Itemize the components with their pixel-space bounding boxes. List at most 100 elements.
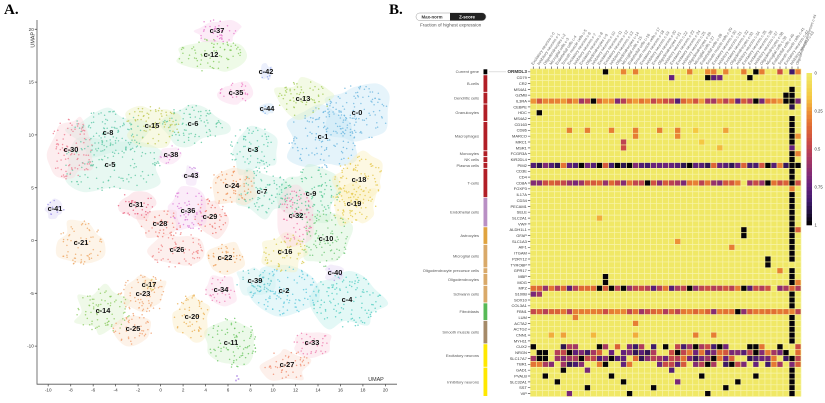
svg-text:GZMB: GZMB	[515, 93, 527, 98]
svg-text:Fibroblasts: Fibroblasts	[459, 309, 479, 314]
svg-text:Fraction of highest expression: Fraction of highest expression	[420, 23, 482, 28]
svg-text:FBN1: FBN1	[517, 309, 528, 314]
svg-text:MSR1: MSR1	[516, 145, 528, 150]
svg-text:20: 20	[29, 27, 35, 32]
svg-text:Endothelial cells: Endothelial cells	[450, 210, 479, 215]
svg-text:PECAM1: PECAM1	[510, 204, 527, 209]
svg-text:TYROBP: TYROBP	[510, 262, 527, 267]
svg-text:-2: -2	[136, 387, 141, 392]
svg-text:c-20: c-20	[185, 312, 200, 321]
svg-text:SLC1A3: SLC1A3	[512, 239, 528, 244]
svg-text:P2RY12: P2RY12	[512, 256, 528, 261]
svg-text:c-24: c-24	[225, 181, 241, 190]
svg-text:Microglial cells: Microglial cells	[453, 254, 479, 259]
svg-text:TBR1: TBR1	[517, 362, 528, 367]
svg-text:5: 5	[31, 185, 34, 190]
svg-text:MRC1: MRC1	[516, 139, 528, 144]
svg-text:SLC17A7: SLC17A7	[510, 356, 528, 361]
svg-text:Max-norm: Max-norm	[422, 14, 443, 19]
svg-text:0.25: 0.25	[815, 109, 824, 114]
svg-text:Smooth muscle cells: Smooth muscle cells	[442, 330, 479, 335]
svg-text:c-13: c-13	[296, 94, 311, 103]
svg-text:CR2: CR2	[519, 81, 528, 86]
svg-text:c-9: c-9	[306, 189, 317, 198]
svg-text:c-39: c-39	[248, 276, 263, 285]
svg-text:S100B: S100B	[515, 292, 527, 297]
svg-text:MBP: MBP	[518, 274, 527, 279]
svg-text:IL17A: IL17A	[516, 192, 527, 197]
svg-text:c-42: c-42	[259, 67, 274, 76]
svg-text:12: 12	[293, 387, 299, 392]
svg-text:c-31: c-31	[129, 200, 144, 209]
svg-text:GPR17: GPR17	[514, 268, 528, 273]
svg-text:-8: -8	[69, 387, 74, 392]
svg-text:c-33: c-33	[305, 338, 320, 347]
svg-text:Monocytes: Monocytes	[460, 151, 479, 156]
svg-text:SST: SST	[519, 385, 527, 390]
svg-text:COL3A1: COL3A1	[512, 303, 528, 308]
svg-text:1: 1	[815, 223, 818, 228]
svg-text:SELE: SELE	[517, 210, 528, 215]
svg-text:SOX10: SOX10	[514, 297, 528, 302]
svg-text:GFAP: GFAP	[516, 233, 527, 238]
svg-text:c-38: c-38	[164, 150, 179, 159]
svg-text:4: 4	[204, 387, 207, 392]
svg-text:c-23: c-23	[136, 289, 151, 298]
svg-text:c-25: c-25	[126, 324, 141, 333]
svg-text:c-15: c-15	[145, 121, 160, 130]
svg-text:c-27: c-27	[280, 360, 295, 369]
svg-text:CD86: CD86	[517, 128, 528, 133]
svg-text:PIM2: PIM2	[518, 163, 528, 168]
svg-text:c-7: c-7	[257, 187, 268, 196]
svg-text:CD79: CD79	[517, 75, 528, 80]
svg-text:PVALB: PVALB	[514, 373, 527, 378]
svg-text:0: 0	[31, 238, 34, 243]
svg-text:c-35: c-35	[229, 88, 244, 97]
svg-text:c-6: c-6	[188, 119, 199, 128]
svg-text:MS4A2: MS4A2	[514, 116, 528, 121]
svg-text:VWF: VWF	[518, 221, 527, 226]
svg-text:CNN1: CNN1	[516, 333, 528, 338]
svg-text:c-1: c-1	[318, 132, 329, 141]
svg-text:FCGR3A: FCGR3A	[511, 151, 528, 156]
svg-text:AIF1: AIF1	[518, 245, 527, 250]
svg-text:HDC: HDC	[518, 110, 527, 115]
svg-text:GAD1: GAD1	[516, 368, 528, 373]
svg-text:0.75: 0.75	[815, 185, 824, 190]
svg-text:MOG: MOG	[517, 280, 527, 285]
svg-text:B-cells: B-cells	[467, 81, 479, 86]
svg-text:CD8A: CD8A	[516, 180, 527, 185]
svg-text:Oligodendrocyte precursor cell: Oligodendrocyte precursor cells	[423, 268, 479, 273]
svg-text:6: 6	[227, 387, 230, 392]
svg-text:-10: -10	[27, 344, 34, 349]
svg-text:Macrophages: Macrophages	[455, 134, 479, 139]
svg-text:-10: -10	[45, 387, 52, 392]
svg-text:NK cells: NK cells	[464, 157, 479, 162]
svg-text:CUX2: CUX2	[516, 344, 527, 349]
svg-text:c-34: c-34	[214, 285, 230, 294]
svg-text:0: 0	[815, 71, 818, 76]
svg-text:c-5: c-5	[105, 160, 116, 169]
svg-text:c-17: c-17	[142, 280, 157, 289]
svg-text:SLC32A1: SLC32A1	[510, 379, 528, 384]
svg-text:Dendritic cells: Dendritic cells	[454, 96, 479, 101]
svg-text:-4: -4	[114, 387, 119, 392]
svg-text:VIP: VIP	[520, 391, 527, 396]
svg-text:CD4: CD4	[519, 175, 528, 180]
svg-text:c-12: c-12	[204, 50, 219, 59]
svg-text:Granulocytes: Granulocytes	[455, 110, 479, 115]
svg-text:c-40: c-40	[328, 268, 343, 277]
svg-text:c-3: c-3	[248, 145, 259, 154]
svg-text:c-28: c-28	[153, 219, 168, 228]
svg-text:c-22: c-22	[218, 253, 233, 262]
svg-text:B.: B.	[389, 2, 403, 18]
svg-text:Excitatory neurons: Excitatory neurons	[446, 353, 479, 358]
svg-text:MS4A1: MS4A1	[514, 87, 528, 92]
svg-text:c-29: c-29	[203, 212, 218, 221]
svg-text:c-14: c-14	[96, 306, 112, 315]
svg-text:CD3E: CD3E	[516, 169, 527, 174]
svg-text:A.: A.	[4, 2, 19, 18]
svg-text:MARCO: MARCO	[512, 134, 527, 139]
svg-text:FOXP3: FOXP3	[514, 186, 528, 191]
svg-text:UMAP: UMAP	[368, 377, 384, 383]
